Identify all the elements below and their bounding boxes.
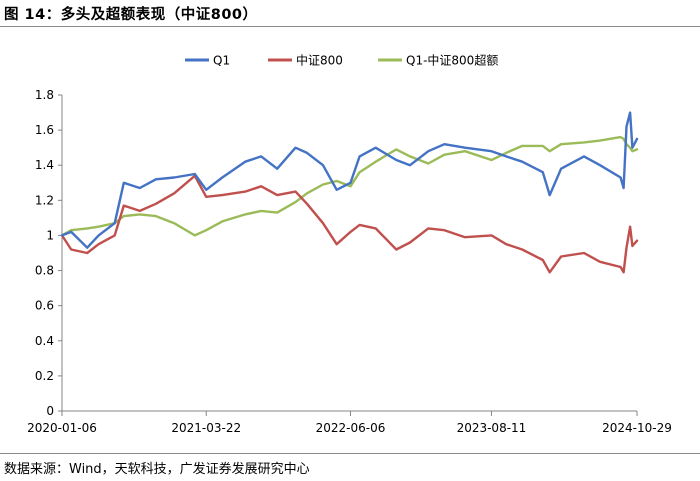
x-tick-label: 2022-06-06 [316, 421, 386, 435]
x-tick-label: 2023-08-11 [457, 421, 527, 435]
y-tick-label: 0.8 [35, 264, 54, 278]
y-tick-label: 1.6 [35, 123, 54, 137]
y-axis: 0 0.2 0.4 0.6 0.8 1 1.2 1.4 1.6 1.8 [35, 88, 63, 418]
figure-header: 图 14：多头及超额表现（中证800） [0, 0, 700, 27]
series-line-2 [60, 135, 639, 237]
chart-legend: Q1 中证800 Q1-中证800超额 [185, 53, 498, 68]
x-tick-label: 2024-10-29 [602, 421, 672, 435]
legend-label-0: Q1 [213, 54, 230, 68]
series-line-0 [60, 111, 639, 249]
y-tick-label: 0 [46, 404, 54, 418]
y-tick-label: 1 [46, 228, 54, 242]
y-tick-label: 1.8 [35, 88, 54, 102]
x-tick-label: 2021-03-22 [171, 421, 241, 435]
y-tick-label: 1.4 [35, 158, 54, 172]
source-note: 数据来源：Wind，天软科技，广发证券发展研究中心 [4, 462, 310, 477]
line-chart: Q1 中证800 Q1-中证800超额 0 0.2 0.4 0.6 0.8 1 1.2 1.4 1.… [27, 53, 672, 436]
figure-title: 图 14：多头及超额表现（中证800） [4, 7, 258, 23]
x-tick-label: 2020-01-06 [27, 421, 97, 435]
series-line-1 [60, 174, 639, 274]
x-axis: 2020-01-06 2021-03-22 2022-06-06 2023-08-11… [27, 410, 672, 435]
y-tick-label: 0.2 [35, 369, 54, 383]
y-tick-label: 0.4 [35, 334, 54, 348]
legend-label-2: Q1-中证800超额 [406, 53, 498, 68]
legend-label-1: 中证800 [296, 53, 343, 68]
y-tick-label: 1.2 [35, 193, 54, 207]
figure-footer: 数据来源：Wind，天软科技，广发证券发展研究中心 [0, 453, 700, 481]
series-group [60, 111, 639, 274]
y-tick-label: 0.6 [35, 299, 54, 313]
